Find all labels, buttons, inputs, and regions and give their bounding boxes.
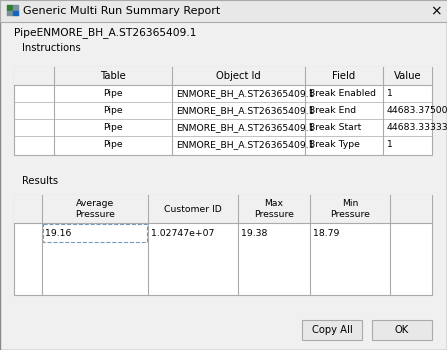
FancyBboxPatch shape [372, 320, 432, 340]
Text: Break Enabled: Break Enabled [309, 89, 376, 98]
Text: Copy All: Copy All [312, 325, 352, 335]
FancyBboxPatch shape [14, 67, 432, 155]
FancyBboxPatch shape [14, 195, 432, 223]
Text: Break Start: Break Start [309, 123, 361, 132]
Text: ENMORE_BH_A.ST26365409.1: ENMORE_BH_A.ST26365409.1 [176, 89, 315, 98]
Text: Instructions: Instructions [22, 43, 81, 53]
Text: ×: × [430, 4, 442, 18]
FancyBboxPatch shape [13, 5, 19, 11]
Text: Break Type: Break Type [309, 140, 360, 149]
Text: Pipe: Pipe [103, 123, 123, 132]
Text: 44683.375000: 44683.375000 [387, 106, 447, 115]
Text: Object Id: Object Id [216, 71, 261, 81]
Text: PipeENMORE_BH_A.ST26365409.1: PipeENMORE_BH_A.ST26365409.1 [14, 28, 197, 38]
Text: 44683.333333: 44683.333333 [387, 123, 447, 132]
Text: Break End: Break End [309, 106, 356, 115]
Text: ENMORE_BH_A.ST26365409.1: ENMORE_BH_A.ST26365409.1 [176, 140, 315, 149]
FancyBboxPatch shape [7, 5, 13, 11]
FancyBboxPatch shape [302, 320, 362, 340]
Text: Average
Pressure: Average Pressure [75, 199, 115, 219]
Text: Pipe: Pipe [103, 106, 123, 115]
FancyBboxPatch shape [14, 195, 432, 295]
Text: 18.79: 18.79 [313, 229, 339, 238]
FancyBboxPatch shape [0, 0, 447, 22]
Text: OK: OK [395, 325, 409, 335]
Text: Pipe: Pipe [103, 140, 123, 149]
FancyBboxPatch shape [14, 67, 432, 85]
Text: Value: Value [394, 71, 422, 81]
Text: 1: 1 [387, 89, 393, 98]
FancyBboxPatch shape [13, 11, 19, 16]
FancyBboxPatch shape [7, 11, 13, 16]
Text: Field: Field [333, 71, 356, 81]
Text: 19.38: 19.38 [241, 229, 267, 238]
Text: Generic Multi Run Summary Report: Generic Multi Run Summary Report [23, 6, 220, 16]
Text: Max
Pressure: Max Pressure [254, 199, 294, 219]
Text: ENMORE_BH_A.ST26365409.1: ENMORE_BH_A.ST26365409.1 [176, 106, 315, 115]
Text: Min
Pressure: Min Pressure [330, 199, 370, 219]
Text: 1.02747e+07: 1.02747e+07 [151, 229, 215, 238]
Text: 1: 1 [387, 140, 393, 149]
Text: 19.16: 19.16 [45, 229, 72, 238]
Text: Customer ID: Customer ID [164, 204, 222, 214]
Text: Results: Results [22, 176, 58, 186]
Text: Table: Table [100, 71, 126, 81]
Text: Pipe: Pipe [103, 89, 123, 98]
Text: ENMORE_BH_A.ST26365409.1: ENMORE_BH_A.ST26365409.1 [176, 123, 315, 132]
